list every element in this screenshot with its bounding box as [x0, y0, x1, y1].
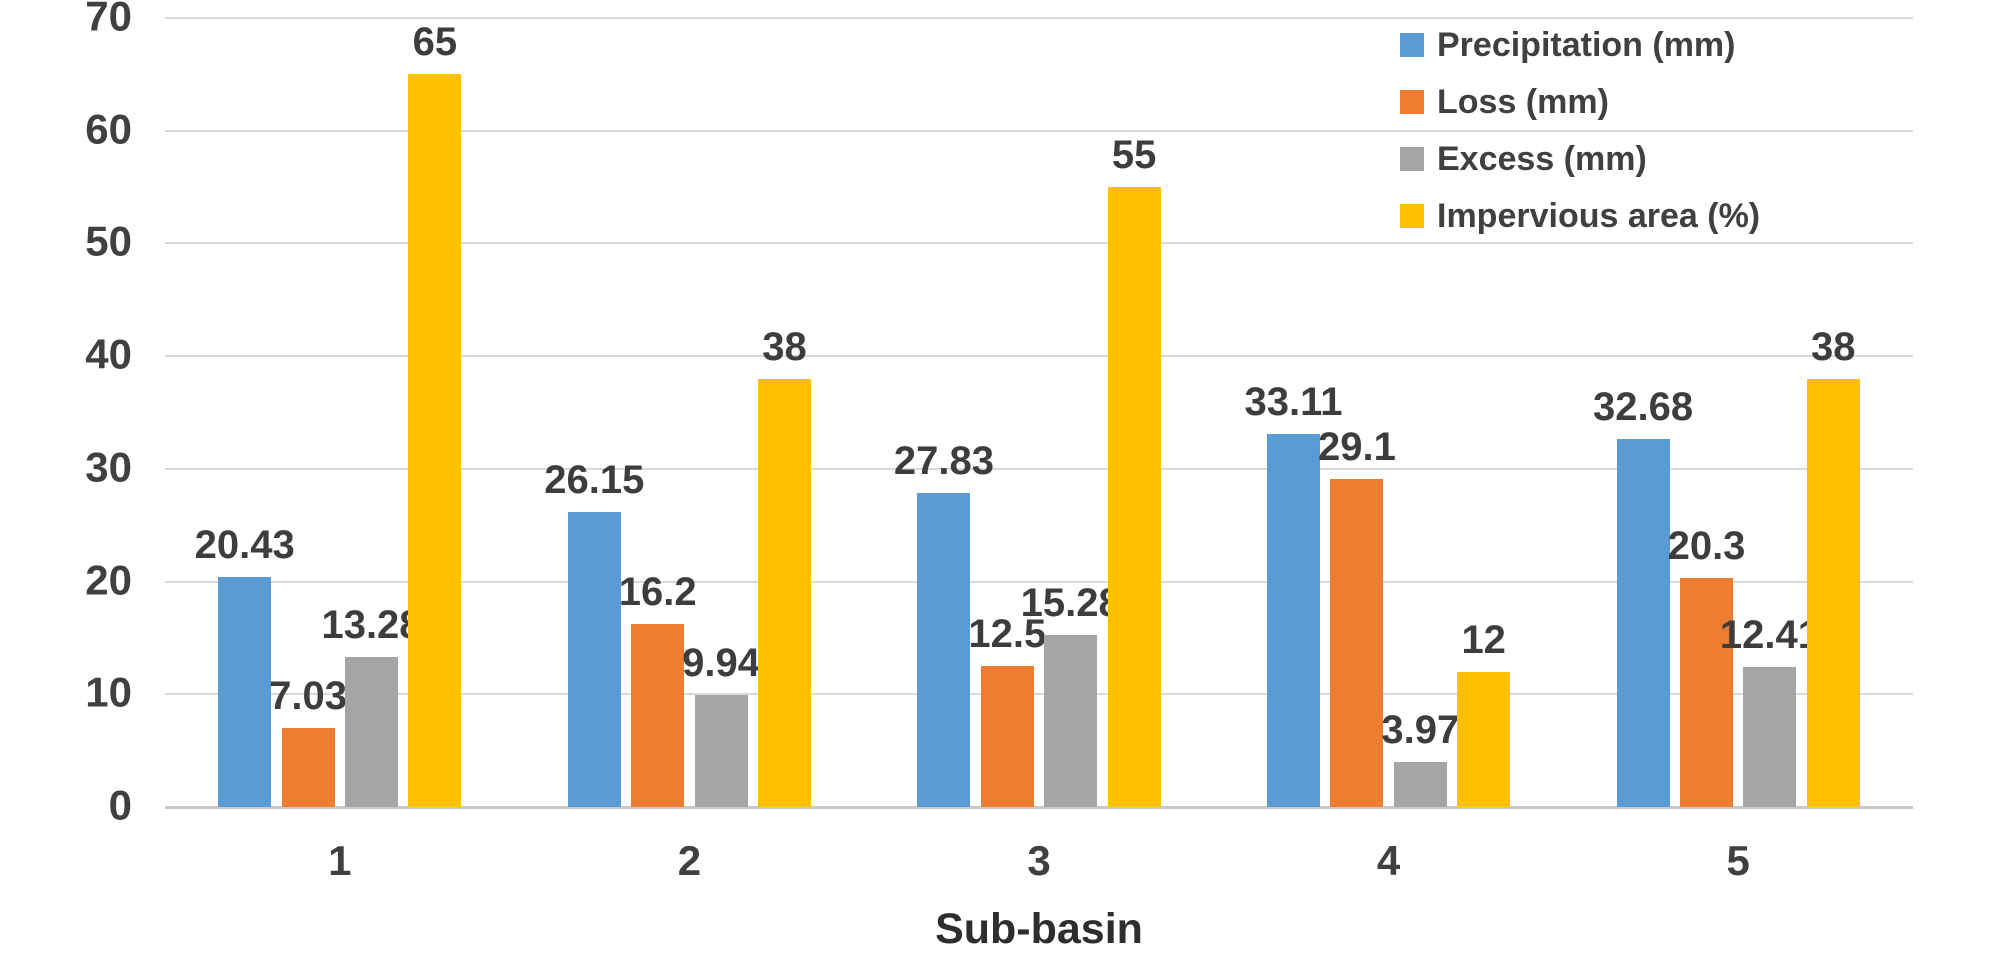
bar-data-label: 15.28 — [1020, 581, 1121, 625]
x-axis-line — [165, 806, 1913, 809]
legend-label: Loss (mm) — [1437, 82, 1609, 121]
bar-excess-mm — [1393, 762, 1447, 807]
legend-item: Precipitation (mm) — [1400, 16, 1760, 73]
bar-excess-mm — [1044, 635, 1098, 807]
legend-swatch-icon — [1400, 32, 1424, 57]
bar-impervious-area — [1107, 187, 1161, 807]
y-tick-label: 10 — [85, 668, 132, 716]
bar-data-label: 3.97 — [1381, 708, 1460, 752]
bar-precipitation-mm — [567, 512, 621, 807]
bar-loss-mm — [1680, 578, 1733, 807]
bar-impervious-area — [1457, 672, 1511, 807]
bar-precipitation-mm — [1267, 434, 1320, 807]
y-tick-label: 50 — [85, 217, 132, 265]
bar-data-label: 29.1 — [1317, 425, 1396, 469]
gridline — [165, 129, 1913, 132]
y-tick-label: 40 — [85, 330, 132, 378]
bar-data-label: 55 — [1111, 133, 1157, 177]
bar-data-label: 16.2 — [618, 570, 697, 614]
bar-data-label: 38 — [762, 325, 807, 369]
y-tick-label: 70 — [85, 0, 132, 40]
bar-data-label: 38 — [1811, 325, 1856, 369]
bar-precipitation-mm — [1616, 439, 1670, 807]
bar-impervious-area — [1806, 379, 1860, 807]
legend-swatch-icon — [1400, 89, 1424, 114]
bar-impervious-area — [408, 74, 462, 807]
bar-data-label: 65 — [412, 20, 458, 64]
bar-data-label: 32.68 — [1593, 385, 1694, 429]
y-tick-label: 30 — [85, 443, 132, 491]
x-tick-label: 1 — [328, 837, 352, 884]
legend-swatch-icon — [1400, 203, 1424, 228]
bar-loss-mm — [980, 666, 1034, 807]
bar-data-label: 27.83 — [893, 439, 994, 483]
bar-data-label: 12 — [1461, 618, 1506, 662]
bar-data-label: 7.03 — [269, 674, 348, 718]
bar-data-label: 33.11 — [1244, 380, 1343, 424]
y-tick-label: 60 — [85, 105, 132, 153]
bar-precipitation-mm — [917, 493, 971, 807]
legend-label: Precipitation (mm) — [1437, 25, 1736, 64]
bar-excess-mm — [345, 657, 398, 807]
legend-item: Impervious area (%) — [1400, 187, 1760, 244]
bar-loss-mm — [1330, 479, 1384, 807]
bar-impervious-area — [758, 379, 811, 807]
legend-item: Loss (mm) — [1400, 73, 1760, 130]
x-tick-label: 2 — [677, 837, 702, 884]
gridline — [165, 467, 1913, 470]
gridline — [165, 580, 1913, 583]
gridline — [165, 693, 1913, 696]
y-tick-label: 20 — [85, 555, 132, 603]
bar-data-label: 12.5 — [968, 612, 1047, 656]
x-tick-label: 5 — [1726, 837, 1750, 884]
legend-swatch-icon — [1400, 146, 1424, 171]
bar-data-label: 26.15 — [544, 458, 645, 502]
bar-data-label: 12.41 — [1719, 613, 1820, 657]
x-axis-title: Sub-basin — [935, 905, 1143, 953]
legend-label: Impervious area (%) — [1437, 196, 1761, 235]
bar-data-label: 9.94 — [682, 641, 761, 685]
gridline — [165, 17, 1913, 19]
legend: Precipitation (mm) Loss (mm) Excess (mm) Im… — [1400, 16, 1760, 244]
x-tick-label: 3 — [1027, 837, 1051, 884]
bar-data-label: 20.43 — [194, 523, 295, 567]
bar-data-label: 13.28 — [321, 603, 422, 647]
bar-loss-mm — [631, 624, 685, 807]
bar-precipitation-mm — [218, 577, 272, 807]
legend-label: Excess (mm) — [1437, 139, 1647, 178]
x-tick-label: 4 — [1376, 837, 1401, 884]
y-tick-label: 0 — [108, 781, 132, 829]
bar-data-label: 20.3 — [1667, 524, 1746, 568]
bar-excess-mm — [1743, 667, 1797, 807]
bar-excess-mm — [694, 695, 748, 807]
bar-loss-mm — [281, 728, 335, 807]
gridline — [165, 355, 1913, 358]
legend-item: Excess (mm) — [1400, 130, 1760, 187]
gridline — [165, 242, 1913, 245]
